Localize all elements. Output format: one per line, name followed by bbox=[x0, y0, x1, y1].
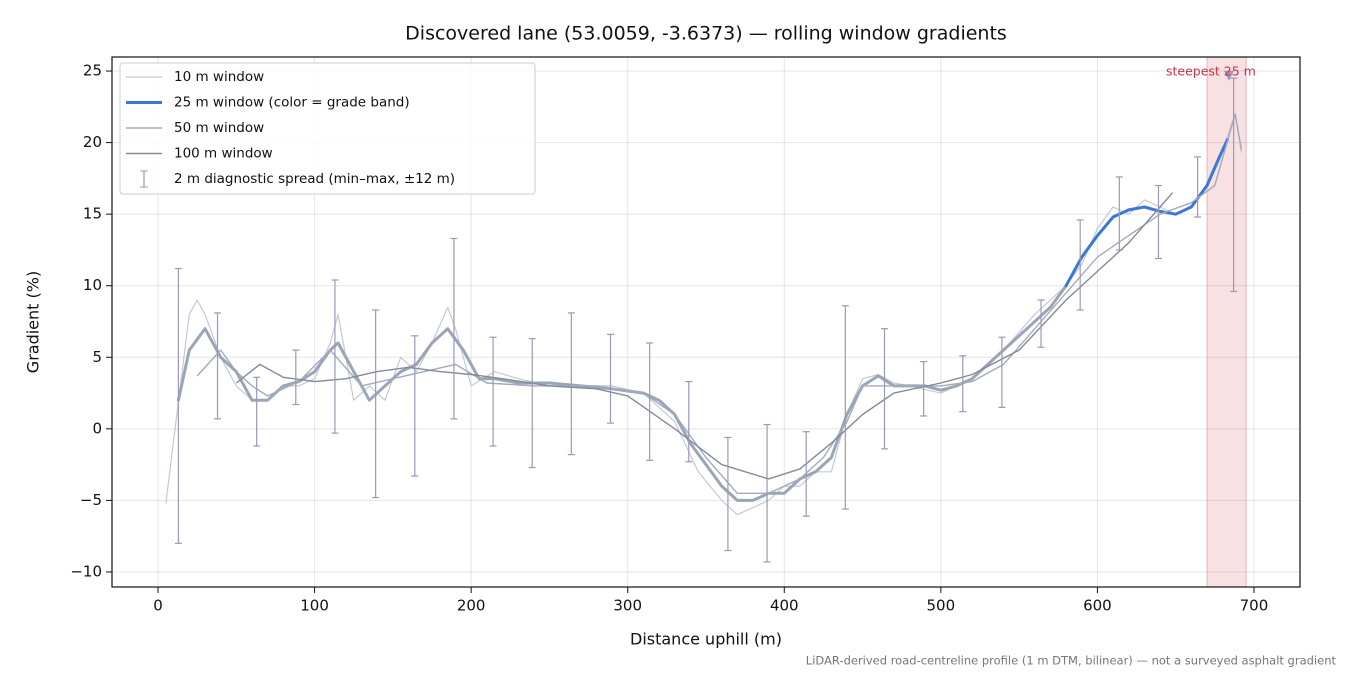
x-tick-label: 300 bbox=[613, 597, 642, 615]
steepest-label: steepest 25 m bbox=[1166, 63, 1256, 78]
error-bar bbox=[214, 312, 222, 420]
legend: 10 m window 25 m window (color = grade ba… bbox=[119, 62, 536, 195]
error-bar bbox=[331, 279, 339, 434]
legend-label: 25 m window (color = grade band) bbox=[174, 95, 410, 111]
y-tick-label: 20 bbox=[83, 133, 102, 151]
error-bar bbox=[528, 338, 536, 469]
x-tick-label: 600 bbox=[1083, 597, 1112, 615]
y-axis-label: Gradient (%) bbox=[24, 271, 43, 373]
error-bar bbox=[1230, 77, 1238, 293]
series-line bbox=[165, 113, 1242, 516]
y-tick-label: 5 bbox=[92, 348, 102, 366]
x-tick-label: 700 bbox=[1240, 597, 1269, 615]
y-tick-label: 25 bbox=[83, 62, 102, 80]
x-tick-label: 200 bbox=[457, 597, 486, 615]
error-bar bbox=[646, 342, 654, 461]
error-bar bbox=[920, 360, 928, 417]
error-bar bbox=[1037, 299, 1045, 348]
error-bar bbox=[763, 423, 771, 563]
x-tick-label: 0 bbox=[153, 597, 163, 615]
error-bar bbox=[450, 237, 458, 420]
error-bar bbox=[372, 309, 380, 499]
legend-label: 100 m window bbox=[174, 146, 273, 162]
error-bar bbox=[174, 267, 182, 544]
steepest-marker bbox=[1223, 70, 1234, 81]
error-bar bbox=[959, 355, 967, 413]
legend-label: 50 m window bbox=[174, 120, 264, 136]
error-bar bbox=[724, 436, 732, 552]
series-line-band bbox=[176, 284, 1068, 502]
y-tick-label: 10 bbox=[83, 276, 102, 294]
error-bar bbox=[1194, 156, 1202, 218]
x-axis-label: Distance uphill (m) bbox=[630, 630, 782, 649]
y-tick-label: 0 bbox=[92, 419, 102, 437]
x-tick-label: 400 bbox=[770, 597, 799, 615]
error-bar bbox=[880, 328, 888, 450]
legend-label: 2 m diagnostic spread (min–max, ±12 m) bbox=[174, 171, 455, 187]
x-tick-label: 500 bbox=[927, 597, 956, 615]
error-bar bbox=[567, 312, 575, 456]
error-bar bbox=[1154, 184, 1162, 260]
x-tick-label: 100 bbox=[300, 597, 329, 615]
error-bar bbox=[606, 333, 614, 424]
footnote: LiDAR-derived road-centreline profile (1… bbox=[806, 654, 1337, 668]
error-bar bbox=[411, 335, 419, 477]
legend-label: 10 m window bbox=[174, 69, 264, 85]
error-bar bbox=[292, 349, 300, 406]
error-bar bbox=[1115, 176, 1123, 251]
y-tick-label: −10 bbox=[70, 562, 102, 580]
legend-box bbox=[119, 62, 536, 195]
error-bar bbox=[802, 431, 810, 517]
steepest-span bbox=[1206, 56, 1247, 588]
error-bar bbox=[685, 381, 693, 463]
series-line bbox=[196, 113, 1243, 494]
y-tick-label: −5 bbox=[80, 491, 102, 509]
series-line bbox=[235, 192, 1174, 480]
error-bar bbox=[253, 376, 261, 447]
series-line-band bbox=[1064, 138, 1229, 288]
error-bar bbox=[998, 336, 1006, 408]
error-bar bbox=[1076, 219, 1084, 311]
error-bar bbox=[489, 336, 497, 447]
y-tick-label: 15 bbox=[83, 205, 102, 223]
chart-title: Discovered lane (53.0059, -3.6373) — rol… bbox=[405, 23, 1007, 45]
plot-frame bbox=[111, 56, 1301, 588]
error-bar bbox=[841, 305, 849, 510]
